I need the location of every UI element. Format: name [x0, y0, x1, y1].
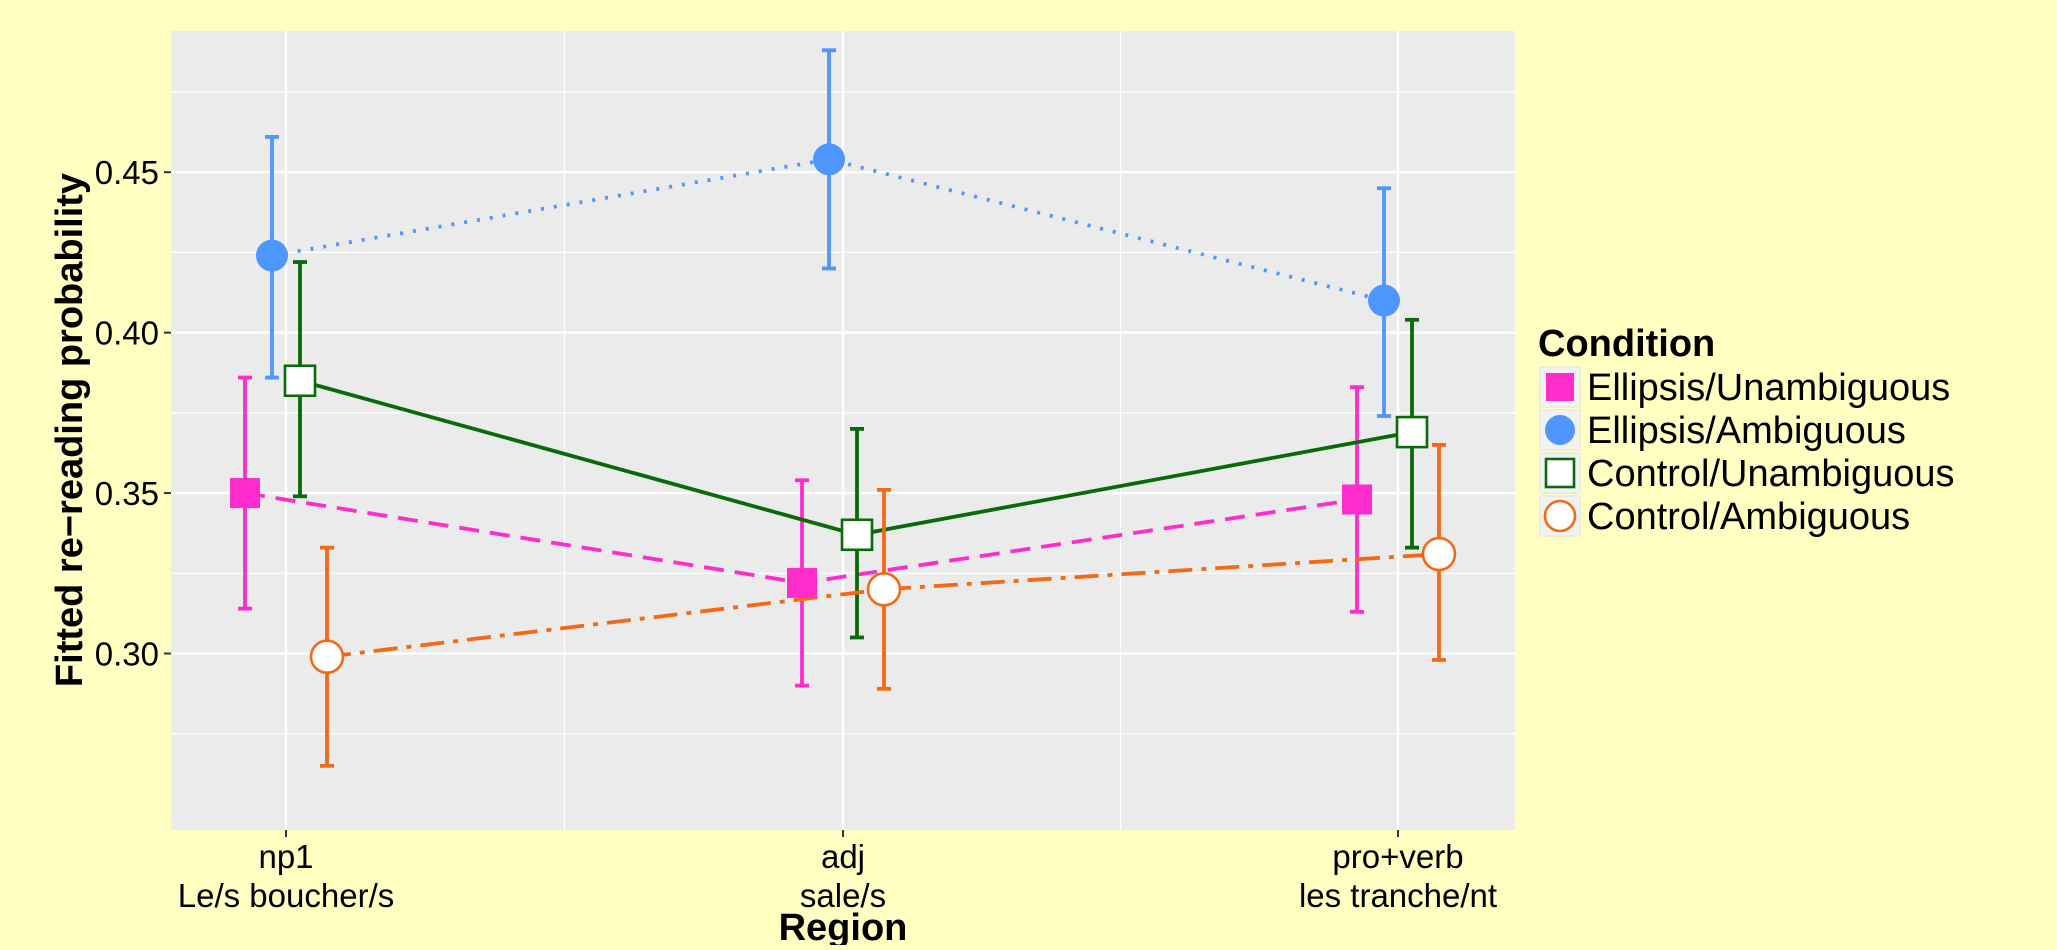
- series-layer: [230, 48, 1457, 768]
- data-point: [840, 518, 874, 552]
- data-point: [230, 478, 260, 509]
- data-point: [1395, 415, 1429, 449]
- legend-label: Control/Unambiguous: [1587, 453, 1955, 495]
- legend: Condition Ellipsis/UnambiguousEllipsis/A…: [1538, 323, 1955, 538]
- data-point: [1342, 484, 1372, 515]
- legend-label: Ellipsis/Unambiguous: [1587, 367, 1950, 409]
- data-point: [1368, 284, 1400, 317]
- x-tick-label-words: les tranche/nt: [1299, 877, 1497, 914]
- data-point: [787, 567, 817, 598]
- y-axis-title: Fitted re−reading probability: [49, 173, 91, 687]
- y-tick-label: 0.40: [95, 315, 159, 352]
- x-tick-label-words: sale/s: [800, 877, 886, 914]
- y-tick-label: 0.35: [95, 475, 159, 512]
- x-tick-label-words: Le/s boucher/s: [178, 877, 394, 914]
- legend-key-marker: [1544, 457, 1576, 489]
- y-tick-label: 0.30: [95, 636, 159, 673]
- data-point: [309, 639, 345, 675]
- legend-key-marker: [1545, 415, 1575, 445]
- data-point: [1421, 536, 1457, 572]
- data-point: [283, 364, 317, 398]
- x-axis-title: Region: [779, 907, 908, 945]
- legend-key-marker: [1543, 499, 1577, 533]
- x-tick-label-region: pro+verb: [1332, 838, 1463, 875]
- x-tick-label-region: adj: [821, 838, 865, 875]
- legend-label: Control/Ambiguous: [1587, 496, 1910, 538]
- legend-key-marker: [1546, 373, 1574, 401]
- data-point: [256, 239, 288, 272]
- legend-title: Condition: [1538, 323, 1715, 365]
- legend-label: Ellipsis/Ambiguous: [1587, 410, 1906, 452]
- data-point: [866, 572, 902, 607]
- data-point: [813, 143, 845, 176]
- x-tick-label-region: np1: [258, 838, 313, 875]
- y-tick-label: 0.45: [95, 154, 159, 191]
